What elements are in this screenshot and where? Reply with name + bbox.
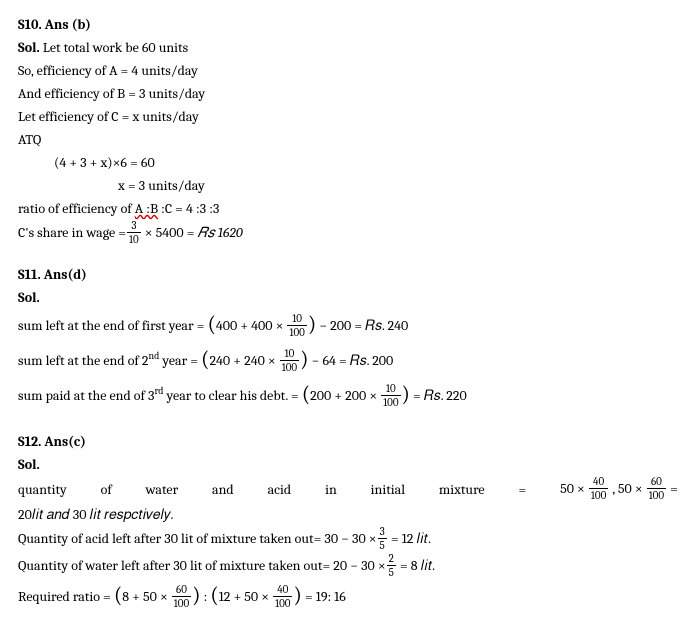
fraction: 60100	[647, 476, 666, 501]
fraction: 35	[378, 526, 387, 551]
fraction: 10100	[280, 348, 299, 373]
s12-line1: quantity of water and acid in initial mi…	[18, 477, 678, 502]
s12-line4: Quantity of water left after 30 lit of m…	[18, 554, 678, 579]
s12-line3: Quantity of acid left after 30 lit of mi…	[18, 527, 678, 552]
solution-s11: S11. Ans(d) Sol. sum left at the end of …	[18, 264, 678, 413]
s10-line2: So, efficiency of A = 4 units/day	[18, 60, 678, 81]
s11-header: S11. Ans(d)	[18, 264, 678, 285]
s10-line7: x = 3 units/day	[18, 175, 678, 196]
fraction: 25	[387, 553, 396, 578]
solution-s10: S10. Ans (b) Sol. Let total work be 60 u…	[18, 14, 678, 246]
s12-sol: Sol.	[18, 454, 678, 475]
s10-header: S10. Ans (b)	[18, 14, 678, 35]
fraction: 60100	[172, 584, 191, 609]
s11-line2: sum left at the end of 2nd year = (240 +…	[18, 345, 678, 378]
s10-line3: And efficiency of B = 3 units/day	[18, 83, 678, 104]
s11-sol: Sol.	[18, 287, 678, 308]
fraction: 310	[127, 220, 141, 245]
s10-line6: (4 + 3 + x)×6 = 60	[18, 152, 678, 173]
s11-line1: sum left at the end of first year = (400…	[18, 310, 678, 343]
s11-line3: sum paid at the end of 3rd year to clear…	[18, 380, 678, 413]
solution-s12: S12. Ans(c) Sol. quantity of water and a…	[18, 431, 678, 614]
s10-line1: Sol. Let total work be 60 units	[18, 37, 678, 58]
s10-line4: Let efficiency of C = x units/day	[18, 106, 678, 127]
s10-line5: ATQ	[18, 129, 678, 150]
s12-line5: Required ratio = (8 + 50 × 60100) : (12 …	[18, 581, 678, 614]
fraction: 40100	[273, 584, 292, 609]
s12-header: S12. Ans(c)	[18, 431, 678, 452]
fraction: 10100	[381, 383, 400, 408]
s12-line2: 20𝑙𝑖𝑡 𝑎𝑛𝑑 30 𝑙𝑖𝑡 𝑟𝑒𝑠𝑝𝑐𝑡𝑖𝑣𝑒𝑙𝑦.	[18, 504, 678, 525]
fraction: 10100	[287, 313, 306, 338]
s10-line8: ratio of efficiency of A :B :C = 4 :3 :3	[18, 198, 678, 219]
fraction: 40100	[589, 476, 608, 501]
s10-line9: C's share in wage =310 × 5400 = 𝑅𝑠 1620	[18, 221, 678, 246]
